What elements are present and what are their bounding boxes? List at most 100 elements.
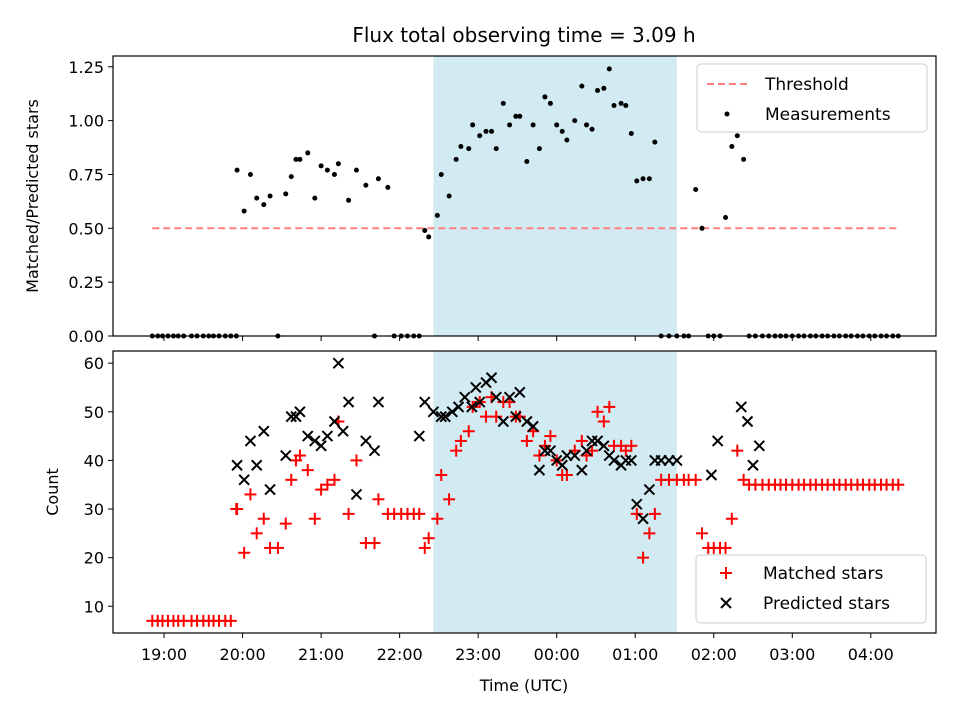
legend-matched-label: Matched stars xyxy=(763,564,883,584)
measurement-point xyxy=(618,100,624,106)
measurement-point xyxy=(477,133,483,139)
predicted-star-point xyxy=(435,410,447,423)
matched-star-point xyxy=(231,503,244,516)
predicted-star-point xyxy=(350,488,363,501)
matched-star-point xyxy=(368,537,381,550)
predicted-star-point xyxy=(446,406,458,418)
measurement-point xyxy=(312,195,318,201)
x-tick-label: 04:00 xyxy=(848,645,894,664)
predicted-star-point xyxy=(342,396,355,408)
predicted-star-point xyxy=(244,435,257,447)
measurement-point xyxy=(293,156,299,162)
bottom-y-tick-label: 10 xyxy=(84,597,104,616)
matched-star-point xyxy=(422,532,435,545)
measurement-point xyxy=(513,113,519,119)
predicted-star-point xyxy=(413,430,425,442)
matched-star-point xyxy=(350,454,363,467)
measurement-point xyxy=(385,184,391,190)
measurement-point xyxy=(283,191,289,197)
predicted-star-point xyxy=(533,464,546,476)
measurement-point xyxy=(634,178,640,184)
predicted-star-point xyxy=(497,415,510,428)
measurement-point xyxy=(530,122,536,128)
measurement-point xyxy=(524,159,530,165)
predicted-star-point xyxy=(556,459,568,471)
legend-threshold-label: Threshold xyxy=(764,75,849,95)
matched-star-point xyxy=(450,444,463,457)
measurement-point xyxy=(375,176,381,182)
measurement-point xyxy=(554,122,560,128)
predicted-star-point xyxy=(294,406,306,418)
measurement-point xyxy=(254,195,260,201)
predicted-star-point xyxy=(705,469,718,481)
measurement-point xyxy=(729,143,735,149)
measurement-point xyxy=(353,167,359,173)
matched-star-point xyxy=(244,488,257,501)
bottom-y-tick-label: 40 xyxy=(84,451,104,470)
x-tick-label: 00:00 xyxy=(534,645,580,664)
predicted-star-point xyxy=(608,454,620,467)
bottom-y-axis-label: Count xyxy=(43,468,62,516)
top-y-tick-label: 0.50 xyxy=(68,219,104,238)
matched-star-point xyxy=(418,541,431,554)
predicted-star-point xyxy=(459,391,471,403)
predicted-star-point xyxy=(321,430,334,442)
matched-star-point xyxy=(250,527,263,540)
measurement-point xyxy=(584,122,590,128)
matched-star-point xyxy=(271,541,284,554)
top-y-tick-label: 0.00 xyxy=(68,327,104,346)
matched-star-point xyxy=(575,434,588,447)
measurement-point xyxy=(234,167,240,173)
legend-measurements-label: Measurements xyxy=(765,105,891,125)
predicted-star-point xyxy=(231,459,243,471)
matched-star-point xyxy=(238,546,251,559)
measurement-point xyxy=(601,85,607,91)
measurement-point xyxy=(589,126,595,132)
matched-star-point xyxy=(279,517,292,530)
x-tick-label: 02:00 xyxy=(691,645,737,664)
predicted-star-point xyxy=(503,391,516,403)
measurement-point xyxy=(489,128,495,134)
matched-star-point xyxy=(591,405,604,418)
measurement-point xyxy=(470,122,476,128)
measurement-point xyxy=(536,146,542,152)
matched-star-point xyxy=(637,551,650,564)
measurement-point xyxy=(500,100,506,106)
measurement-point xyxy=(331,171,337,177)
matched-star-point xyxy=(560,468,573,481)
matched-star-point xyxy=(443,493,456,506)
predicted-star-point xyxy=(671,454,683,467)
measurement-point xyxy=(606,66,612,72)
measurement-point xyxy=(741,156,747,162)
matched-star-point xyxy=(257,512,270,525)
predicted-star-point xyxy=(643,483,656,496)
matched-star-point xyxy=(435,468,448,481)
predicted-star-point xyxy=(470,381,482,394)
predicted-star-point xyxy=(360,435,372,447)
predicted-star-point xyxy=(637,513,649,525)
matched-star-point xyxy=(454,434,467,447)
predicted-star-point xyxy=(419,396,431,408)
measurement-point xyxy=(564,137,570,143)
predicted-star-point xyxy=(309,435,321,447)
matched-star-point xyxy=(586,444,599,457)
matched-star-point xyxy=(695,527,708,540)
bottom-panel: 10 20 30 40 50 60 19:00 20:00 21:00 22:00 23:00 00… xyxy=(43,350,937,695)
top-axes-frame xyxy=(112,55,937,337)
predicted-star-point xyxy=(474,396,486,408)
matched-star-point xyxy=(625,439,638,452)
legend-predicted-label: Predicted stars xyxy=(763,594,890,614)
predicted-star-point xyxy=(598,440,610,452)
bottom-legend: Matched stars Predicted stars xyxy=(695,554,927,624)
x-tick-label: 19:00 xyxy=(141,645,187,664)
predicted-star-point xyxy=(527,420,539,433)
measurement-point xyxy=(517,113,523,119)
matched-star-point xyxy=(643,527,656,540)
measurement-point xyxy=(646,176,652,182)
measurement-point xyxy=(542,94,548,100)
top-y-tick-label: 0.75 xyxy=(68,165,104,184)
measurement-point xyxy=(723,215,729,221)
measurement-point xyxy=(267,193,273,199)
predicted-star-point xyxy=(280,449,292,462)
